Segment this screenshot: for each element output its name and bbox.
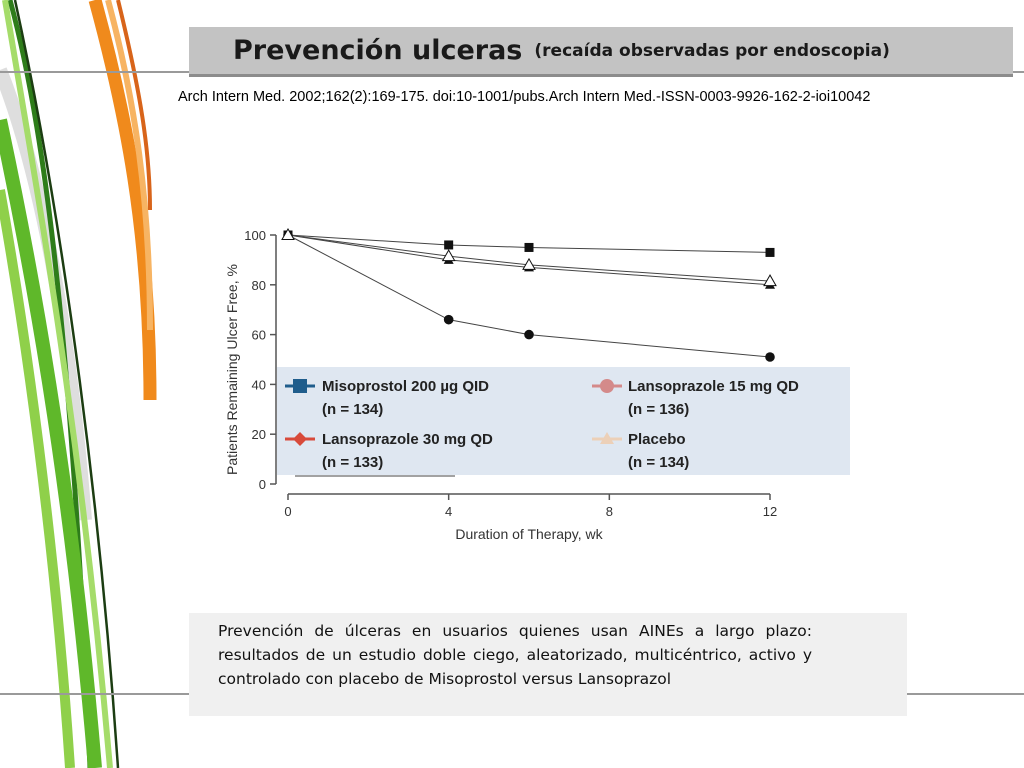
legend: Misoprostol 200 µg QID (n = 134) Lansopraz… xyxy=(277,367,850,477)
legend-swatch-circle xyxy=(600,379,614,393)
x-tick-label: 12 xyxy=(763,504,777,519)
legend-series-n: (n = 134) xyxy=(628,454,689,471)
title-bar: Prevención ulceras (recaída observadas p… xyxy=(189,27,1013,77)
legend-series-name: Misoprostol 200 µg QID xyxy=(322,378,489,395)
bottom-divider-line-right xyxy=(907,693,1024,695)
caption-text: Prevención de úlceras en usuarios quiene… xyxy=(218,622,812,688)
y-tick-label: 40 xyxy=(252,377,266,392)
y-tick-label: 20 xyxy=(252,427,266,442)
x-axis-label: Duration of Therapy, wk xyxy=(455,526,603,542)
swoosh-light-green xyxy=(2,0,113,768)
page-subtitle: (recaída observadas por endoscopia) xyxy=(534,40,890,61)
marker-triangle-open xyxy=(522,257,536,270)
marker-square xyxy=(524,242,534,252)
legend-swatch-square xyxy=(293,379,307,393)
citation: Arch Intern Med. 2002;162(2):169-175. do… xyxy=(178,89,871,105)
legend-panel xyxy=(277,367,850,475)
y-tick-label: 0 xyxy=(259,477,266,492)
legend-series-name: Lansoprazole 30 mg QD xyxy=(322,431,493,448)
ulcer-free-line-chart: 0 20 40 60 80 100 0 4 8 12 Misoprostol 200 µg QI… xyxy=(224,227,850,542)
marker-square xyxy=(765,247,775,257)
marker-square xyxy=(444,240,454,250)
y-tick-label: 100 xyxy=(244,228,266,243)
marker-triangle-open xyxy=(281,227,295,240)
legend-series-name: Placebo xyxy=(628,431,686,448)
x-axis-ticks: 0 4 8 12 xyxy=(284,494,777,519)
page-title: Prevención ulceras xyxy=(233,35,523,66)
top-divider-line-right xyxy=(1013,71,1024,73)
x-tick-label: 0 xyxy=(284,504,291,519)
series-line xyxy=(287,234,771,253)
caption-box: Prevención de úlceras en usuarios quiene… xyxy=(189,613,907,716)
marker-circle xyxy=(524,329,534,340)
marker-triangle-open xyxy=(441,249,456,262)
legend-series-n: (n = 134) xyxy=(322,401,383,418)
marker-triangle-open xyxy=(763,274,777,287)
y-tick-label: 60 xyxy=(252,328,266,343)
series-line xyxy=(287,234,771,282)
y-axis-label: Patients Remaining Ulcer Free, % xyxy=(224,264,240,475)
series-line xyxy=(287,234,771,286)
x-tick-label: 8 xyxy=(606,504,613,519)
legend-swatch-diamond xyxy=(293,432,307,446)
legend-series-name: Lansoprazole 15 mg QD xyxy=(628,378,799,395)
bottom-divider-line xyxy=(0,693,189,695)
top-divider-line xyxy=(0,71,189,73)
swoosh-green xyxy=(0,118,102,768)
swoosh-gray xyxy=(0,67,92,521)
swoosh-dark-line xyxy=(13,0,120,768)
y-axis-ticks: 0 20 40 60 80 100 xyxy=(244,228,276,492)
legend-swatch-triangle xyxy=(600,432,614,444)
decorative-swooshes xyxy=(0,0,157,768)
series-lines xyxy=(287,234,771,358)
series-markers xyxy=(281,227,777,362)
y-tick-label: 80 xyxy=(252,278,266,293)
marker-circle xyxy=(765,352,775,362)
swoosh-lime xyxy=(0,189,75,768)
legend-series-n: (n = 133) xyxy=(322,454,383,471)
series-line xyxy=(287,234,771,358)
legend-series-n: (n = 136) xyxy=(628,401,689,418)
swoosh-orange xyxy=(88,0,157,401)
swoosh-orange-light xyxy=(105,0,153,331)
marker-circle xyxy=(443,314,454,325)
x-tick-label: 4 xyxy=(445,504,452,519)
swoosh-orange-dark xyxy=(116,0,152,211)
